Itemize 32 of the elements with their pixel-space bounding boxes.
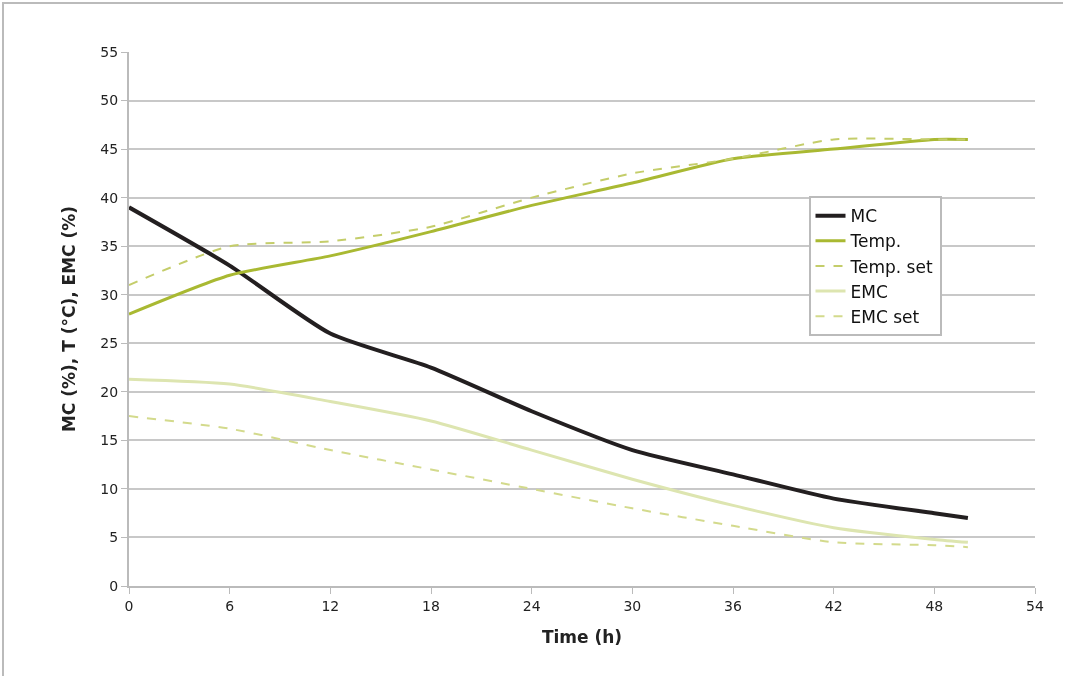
x-tick-label: 30 [623,597,642,614]
y-tick-label: 5 [109,529,119,546]
x-tick-label: 54 [1026,597,1044,614]
y-tick-label: 45 [100,140,119,157]
line-series [129,415,969,549]
x-axis-title: Time (h) [541,626,623,647]
line-series [129,205,970,521]
y-tick-label: 15 [100,432,119,449]
y-axis-title: MC (%), T (°C), EMC (%) [59,205,80,433]
x-tick-label: 18 [422,597,440,614]
y-tick-label: 25 [100,335,119,352]
line-series [129,377,970,544]
y-tick-label: 55 [100,43,119,60]
x-tick-label: 0 [124,597,134,614]
x-tick-label: 36 [724,597,742,614]
x-tick-label: 12 [321,597,340,614]
x-tick-label: 24 [522,597,541,614]
legend-label: Temp. [849,231,902,252]
x-tick-label: 42 [824,597,843,614]
y-tick-label: 40 [100,189,119,206]
y-tick-label: 20 [100,383,119,400]
y-tick-label: 35 [100,238,119,255]
y-tick-label: 50 [100,92,119,109]
y-tick-label: 10 [100,480,119,497]
legend-label: EMC [850,281,888,302]
x-tick-label: 6 [225,597,235,614]
legend-label: EMC set [850,306,920,327]
y-tick-label: 0 [109,577,119,594]
legend-label: MC [850,206,878,227]
legend-label: Temp. set [849,256,933,277]
y-tick-label: 30 [100,286,119,303]
x-tick-label: 48 [925,597,944,614]
